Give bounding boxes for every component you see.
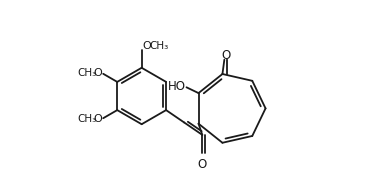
Text: O: O: [93, 114, 102, 124]
Text: O: O: [93, 68, 102, 78]
Text: O: O: [142, 41, 151, 51]
Text: CH₃: CH₃: [150, 41, 169, 51]
Text: HO: HO: [168, 80, 186, 93]
Text: CH₃: CH₃: [77, 68, 96, 78]
Text: CH₃: CH₃: [77, 114, 96, 124]
Text: O: O: [198, 158, 207, 171]
Text: O: O: [221, 49, 231, 62]
